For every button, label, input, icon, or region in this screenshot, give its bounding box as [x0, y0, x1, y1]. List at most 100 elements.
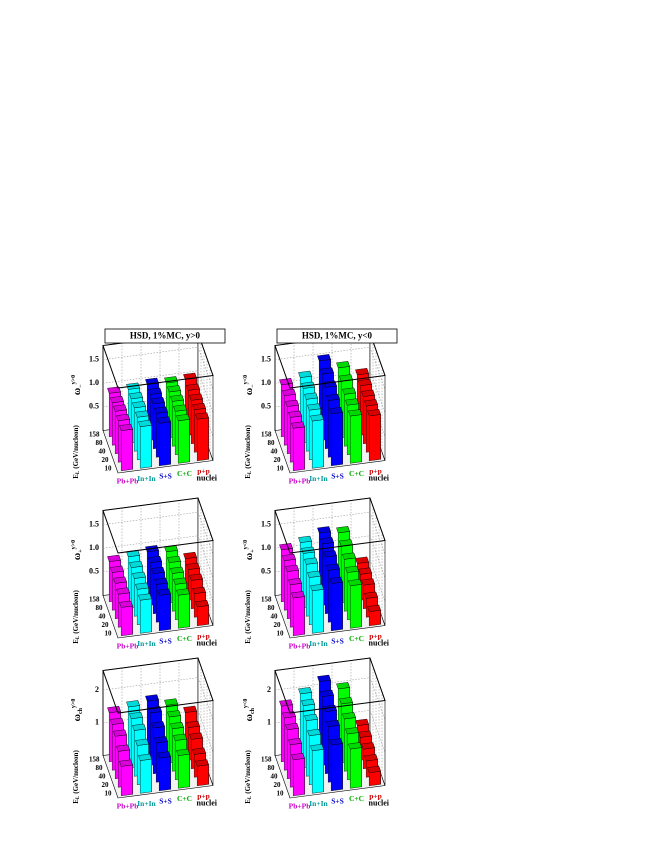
bar-front: [350, 584, 362, 629]
energy-sub: L: [76, 635, 81, 639]
category-label: In+In: [137, 639, 156, 648]
bar-top: [138, 593, 152, 601]
bar-top: [189, 732, 203, 740]
bar-top: [348, 409, 362, 417]
bar: [195, 759, 209, 787]
bar-top: [307, 728, 321, 736]
bar-top: [195, 759, 209, 767]
bar-top: [355, 556, 369, 564]
category-label: Pb+Pb: [289, 641, 311, 650]
bar-top: [310, 414, 324, 422]
energy-tick-label: 80: [96, 439, 104, 447]
bar-front: [369, 609, 381, 627]
bar-top: [282, 388, 296, 396]
energy-unit: (GeV/nucleon): [244, 425, 252, 469]
bar: [157, 416, 171, 467]
bar-top: [154, 406, 168, 414]
bar-top: [129, 560, 143, 568]
bar-top: [145, 694, 159, 702]
bar-front: [369, 770, 381, 787]
bar: [329, 407, 343, 467]
bar: [291, 421, 305, 472]
category-label: In+In: [309, 799, 328, 808]
bar-top: [326, 563, 340, 571]
bar-top: [364, 754, 378, 762]
bar: [176, 413, 190, 464]
bar: [119, 759, 133, 797]
energy-axis-label: EL(GeV/nucleon): [72, 750, 82, 804]
bar-top: [336, 526, 350, 534]
bar: [157, 751, 171, 792]
bar: [348, 742, 362, 789]
bar-top: [285, 564, 299, 572]
title-box: [104, 328, 226, 344]
bar-top: [167, 555, 181, 563]
z-axis-sup: y>0: [71, 375, 77, 384]
bar-top: [367, 765, 381, 773]
energy-tick-label: 40: [99, 612, 107, 620]
category-label: S+S: [331, 471, 344, 480]
bar-top: [167, 710, 181, 718]
bar-top: [307, 570, 321, 578]
bar-top: [345, 565, 359, 573]
bar-top: [304, 392, 318, 400]
category-label: In+In: [137, 799, 156, 808]
bar-top: [107, 386, 121, 394]
z-tick-label: 2: [267, 685, 271, 694]
bar-top: [176, 413, 190, 422]
z-tick-label: 1.5: [89, 354, 99, 363]
bar-front: [139, 758, 152, 794]
category-label: C+C: [349, 794, 364, 803]
z-axis-sup: y>0: [71, 699, 77, 708]
z-axis-sub: ch: [78, 707, 84, 714]
bar-top: [116, 744, 130, 752]
z-axis-label: ω−y<0: [243, 375, 256, 395]
bar-top: [355, 368, 369, 376]
energy-tick-label: 20: [102, 621, 110, 629]
bar-front: [196, 764, 209, 787]
bar: [195, 412, 209, 462]
energy-tick-label: 20: [274, 621, 282, 629]
bar-front: [312, 419, 324, 469]
bar: [138, 753, 152, 794]
bar-front: [196, 417, 209, 462]
bar-top: [317, 354, 331, 362]
energy-unit: (GeV/nucleon): [72, 425, 80, 469]
energy-tick-label: 80: [268, 439, 276, 447]
z-axis-sub: −: [78, 384, 84, 388]
bar-top: [186, 383, 200, 391]
category-label: S+S: [331, 636, 344, 645]
bar-top: [148, 387, 162, 395]
bar-top: [132, 401, 146, 409]
bar-top: [342, 552, 356, 560]
bar-top: [355, 718, 369, 726]
category-label: p+p: [369, 631, 382, 640]
bar-top: [285, 399, 299, 407]
x-axis-label: nuclei: [369, 798, 390, 807]
bar: [176, 588, 190, 629]
z-axis-label: ωchy>0: [71, 699, 84, 722]
panel: 0.5 1.0 1.5 ω−y<0 EL(GeV/nucleon) 10204080158…: [243, 328, 398, 485]
bar-front: [293, 758, 305, 797]
z-axis-sup: y<0: [243, 375, 249, 384]
bar-top: [320, 537, 334, 545]
z-axis-symbol: ω: [244, 553, 255, 560]
bar-top: [326, 719, 340, 727]
bar-top: [367, 604, 381, 612]
energy-sub: L: [248, 795, 253, 799]
z-tick-label: 0.5: [261, 402, 271, 411]
energy-tick-label: 20: [102, 781, 110, 789]
category-label: In+In: [309, 474, 328, 483]
category-label: p+p: [369, 791, 382, 800]
bar-front: [120, 605, 133, 637]
energy-tick-label: 158: [261, 595, 272, 603]
x-axis-label: nuclei: [197, 798, 218, 807]
bar-top: [361, 389, 375, 397]
bar-top: [304, 713, 318, 721]
z-axis-symbol: ω: [72, 388, 83, 395]
energy-tick-label: 20: [102, 456, 110, 464]
bar-top: [291, 591, 305, 599]
bar-top: [323, 550, 337, 558]
category-label: S+S: [159, 636, 172, 645]
